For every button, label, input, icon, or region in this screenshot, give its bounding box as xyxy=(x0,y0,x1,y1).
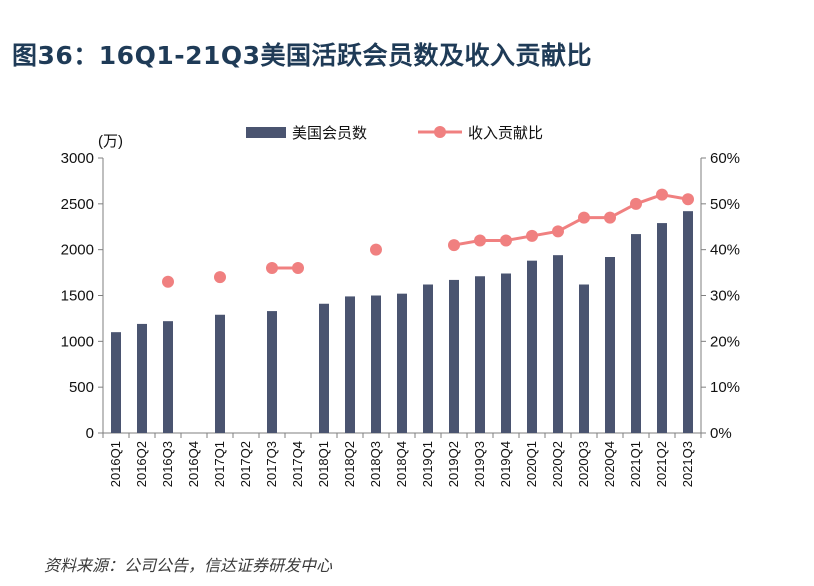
line-point xyxy=(578,211,590,224)
line-point xyxy=(448,239,460,252)
x-tick-labels: 2016Q1 2016Q2 2016Q3 2016Q4 2017Q1 2017Q2 2017… xyxy=(108,441,695,487)
line-point xyxy=(656,188,668,201)
bar xyxy=(449,279,459,433)
x-tick-label: 2019Q1 xyxy=(420,441,435,487)
x-tick-label: 2021Q3 xyxy=(680,441,695,487)
y-right-tick-label: 60% xyxy=(710,150,740,167)
bar xyxy=(631,234,641,433)
bar xyxy=(111,332,121,433)
x-tick-label: 2021Q1 xyxy=(628,441,643,487)
x-tick-label: 2020Q1 xyxy=(524,441,539,487)
legend: 美国会员数 收入贡献比 xyxy=(246,124,543,142)
bar xyxy=(267,311,277,433)
x-tick-label: 2017Q3 xyxy=(264,441,279,487)
y-left-unit-label: (万) xyxy=(98,133,123,150)
y-left-tick-label: 1500 xyxy=(61,288,94,305)
line-point xyxy=(292,262,304,274)
bar xyxy=(215,314,225,433)
bar xyxy=(605,257,615,433)
x-tick-label: 2018Q1 xyxy=(316,441,331,487)
line-point xyxy=(266,262,278,274)
chart-title: 图36：16Q1-21Q3美国活跃会员数及收入贡献比 xyxy=(12,41,593,70)
bar xyxy=(397,293,407,433)
legend-bar-label: 美国会员数 xyxy=(292,124,367,142)
x-tick-label: 2018Q4 xyxy=(394,441,409,487)
y-left-tick-label: 500 xyxy=(69,379,94,396)
x-tick-label: 2019Q4 xyxy=(498,441,513,487)
line-point xyxy=(474,234,486,247)
x-tick-label: 2018Q2 xyxy=(342,441,357,487)
line-point xyxy=(682,193,694,206)
x-tick-label: 2016Q1 xyxy=(108,441,123,487)
chart-area: 美国会员数 收入贡献比 (万) 0 500 1000 1500 2000 2500 3000… xyxy=(61,124,740,487)
bar xyxy=(163,321,173,433)
source-note: 资料来源：公司公告，信达证券研发中心 xyxy=(44,556,333,575)
y-right-tick-label: 0% xyxy=(710,425,732,442)
x-tick-label: 2017Q4 xyxy=(290,441,305,487)
legend-line-label: 收入贡献比 xyxy=(468,124,543,142)
bar xyxy=(579,284,589,433)
bar xyxy=(553,255,563,433)
bar xyxy=(657,223,667,433)
x-tick-label: 2018Q3 xyxy=(368,441,383,487)
line-point xyxy=(526,229,538,242)
y-left-tick-label: 2000 xyxy=(61,242,94,259)
line-point xyxy=(604,211,616,224)
x-tick-label: 2017Q2 xyxy=(238,441,253,487)
line-series xyxy=(162,188,694,288)
y-left-tick-label: 2500 xyxy=(61,196,94,213)
y-left-tick-label: 1000 xyxy=(61,333,94,350)
bar xyxy=(475,276,485,433)
bar-series xyxy=(111,211,693,433)
y-right-tick-label: 10% xyxy=(710,379,740,396)
bar xyxy=(527,260,537,433)
x-tick-label: 2017Q1 xyxy=(212,441,227,487)
bar xyxy=(345,296,355,433)
x-tick-label: 2020Q3 xyxy=(576,441,591,487)
bar xyxy=(319,303,329,433)
line-point xyxy=(630,197,642,210)
x-tick-label: 2019Q2 xyxy=(446,441,461,487)
x-tick-label: 2016Q3 xyxy=(160,441,175,487)
line-point xyxy=(500,234,512,247)
y-left-tick-label: 3000 xyxy=(61,150,94,167)
line-point xyxy=(214,271,226,284)
y-right-tick-label: 50% xyxy=(710,196,740,213)
x-tick-label: 2021Q2 xyxy=(654,441,669,487)
x-tick-label: 2016Q2 xyxy=(134,441,149,487)
bar xyxy=(423,284,433,433)
bar xyxy=(371,295,381,433)
y-right-tick-label: 20% xyxy=(710,333,740,350)
y-right-tick-label: 30% xyxy=(710,288,740,305)
legend-bar-swatch xyxy=(246,127,286,138)
x-tick-label: 2020Q4 xyxy=(602,441,617,487)
line-point xyxy=(370,243,382,256)
x-tick-label: 2016Q4 xyxy=(186,441,201,487)
y-left-tick-label: 0 xyxy=(86,425,94,442)
line-point xyxy=(552,225,564,238)
legend-line-marker xyxy=(434,126,446,138)
bar xyxy=(137,323,147,433)
x-tick-label: 2020Q2 xyxy=(550,441,565,487)
axes: 0 500 1000 1500 2000 2500 3000 0% 10% 20% 30% 40% 50… xyxy=(61,150,740,442)
bar xyxy=(501,273,511,433)
y-right-tick-label: 40% xyxy=(710,242,740,259)
line-point xyxy=(162,275,174,288)
bar xyxy=(683,211,693,433)
x-tick-label: 2019Q3 xyxy=(472,441,487,487)
